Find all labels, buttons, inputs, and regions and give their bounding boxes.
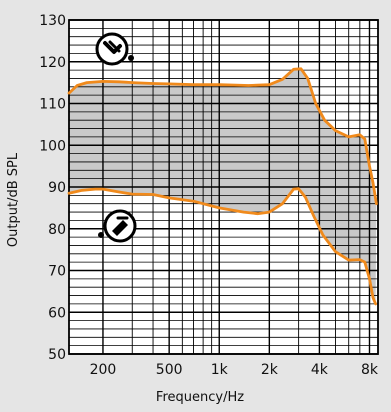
x-tick-label: 4k [311,362,329,378]
curves [67,67,378,306]
y-tick-label: 110 [39,97,66,113]
curve-symbols [95,32,137,243]
y-tick-label: 130 [39,13,66,29]
tick-labels: 50 60 70 80 90 100 110 120 130 200 500 1k 2k 4k 8k [39,13,379,378]
x-tick-label: 500 [156,362,183,378]
y-tick-label: 90 [48,180,66,196]
upper-curve [67,67,378,206]
y-tick-label: 80 [48,222,66,238]
y-tick-label: 60 [48,305,66,321]
gain-symbol-icon [98,209,137,243]
x-tick-label: 8k [361,362,379,378]
lower-curve [67,187,377,306]
x-tick-label: 2k [261,362,279,378]
y-tick-label: 100 [39,138,66,154]
x-tick-label: 200 [90,362,117,378]
y-tick-label: 70 [48,264,66,280]
y-tick-label: 50 [48,347,66,363]
max-output-symbol-icon [95,32,134,66]
y-axis-label: Output/dB SPL [6,152,21,247]
plot-frame [68,19,379,355]
x-tick-label: 1k [211,362,229,378]
y-tick-label: 120 [39,55,66,71]
grid [68,19,379,355]
x-axis-label: Frequency/Hz [156,390,244,405]
